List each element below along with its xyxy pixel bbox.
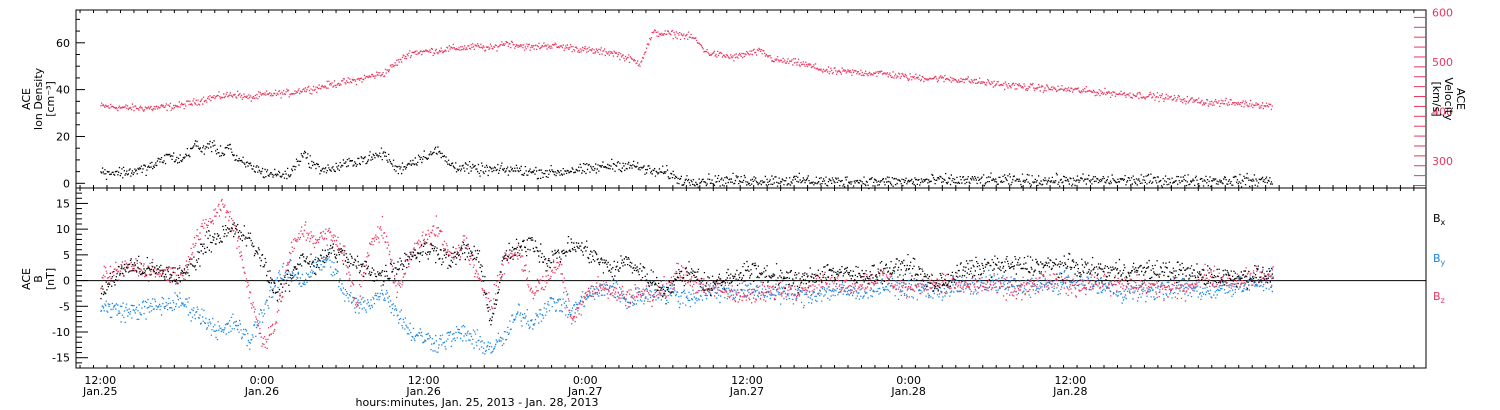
x-tick-date-5: Jan.28 xyxy=(890,385,925,398)
density-tick-label-0: 0 xyxy=(63,177,70,190)
x-tick-date-2: Jan.26 xyxy=(405,385,440,398)
b-tick-label-6: 15 xyxy=(56,197,70,210)
velocity-tick-label-0: 300 xyxy=(1432,155,1453,168)
velocity-ylabel-line2: Velocity xyxy=(1442,77,1455,121)
b-tick-label-4: 5 xyxy=(63,249,70,262)
x-tick-time-2: 12:00 xyxy=(408,374,440,387)
density-ylabel-line2: Ion Density xyxy=(32,67,45,130)
legend-bz: Bz xyxy=(1433,290,1445,305)
b-tick-label-5: 10 xyxy=(56,223,70,236)
velocity-tick-label-3: 600 xyxy=(1432,6,1453,19)
b-tick-label-0: -15 xyxy=(52,352,70,365)
b-tick-label-1: -10 xyxy=(52,326,70,339)
bx-series xyxy=(100,222,1274,326)
b-ylabel-line2: B xyxy=(32,275,45,283)
velocity-tick-label-2: 500 xyxy=(1432,56,1453,69)
density-tick-label-2: 40 xyxy=(56,84,70,97)
b-ylabel-line3: [nT] xyxy=(44,268,57,290)
bottom-panel-frame xyxy=(75,187,1427,369)
x-tick-date-0: Jan.25 xyxy=(82,385,117,398)
b-ylabel-line1: ACE xyxy=(20,268,33,290)
x-tick-time-4: 12:00 xyxy=(731,374,763,387)
x-tick-time-1: 0:00 xyxy=(250,374,275,387)
x-tick-time-0: 12:00 xyxy=(84,374,116,387)
x-tick-time-6: 12:00 xyxy=(1054,374,1086,387)
density-tick-label-3: 60 xyxy=(56,37,70,50)
velocity-ylabel-line1: ACE xyxy=(1454,88,1467,110)
x-tick-date-6: Jan.28 xyxy=(1052,385,1087,398)
density-ylabel: ACE Ion Density [cm⁻³] xyxy=(20,67,57,130)
x-axis-title: hours:minutes, Jan. 25, 2013 - Jan. 28, … xyxy=(356,396,599,409)
data-layer xyxy=(100,29,1274,355)
density-series xyxy=(100,140,1273,190)
legend: Bx By Bz xyxy=(1433,212,1446,305)
legend-by: By xyxy=(1433,252,1446,267)
top-panel-frame xyxy=(75,9,1427,189)
velocity-series xyxy=(100,29,1273,112)
x-tick-time-5: 0:00 xyxy=(896,374,921,387)
b-tick-label-3: 0 xyxy=(63,275,70,288)
density-ylabel-line1: ACE xyxy=(20,88,33,110)
x-tick-date-4: Jan.27 xyxy=(729,385,764,398)
density-ylabel-line3: [cm⁻³] xyxy=(44,81,57,117)
velocity-series-points xyxy=(100,29,1273,112)
bx-series-points xyxy=(100,222,1274,326)
legend-bx: Bx xyxy=(1433,212,1446,227)
x-tick-date-3: Jan.27 xyxy=(567,385,602,398)
velocity-tick-label-1: 400 xyxy=(1432,105,1453,118)
velocity-ylabel: ACE Velocity [km/s] xyxy=(1430,77,1467,121)
density-tick-label-1: 20 xyxy=(56,130,70,143)
velocity-ylabel-line3: [km/s] xyxy=(1430,81,1443,116)
b-ylabel: ACE B [nT] xyxy=(20,268,57,290)
x-tick-date-1: Jan.26 xyxy=(244,385,279,398)
b-tick-label-2: -5 xyxy=(59,300,70,313)
x-tick-time-3: 0:00 xyxy=(573,374,598,387)
density-series-points xyxy=(100,140,1273,190)
axes-layer: 12:00Jan.250:00Jan.2612:00Jan.260:00Jan.… xyxy=(52,6,1453,398)
